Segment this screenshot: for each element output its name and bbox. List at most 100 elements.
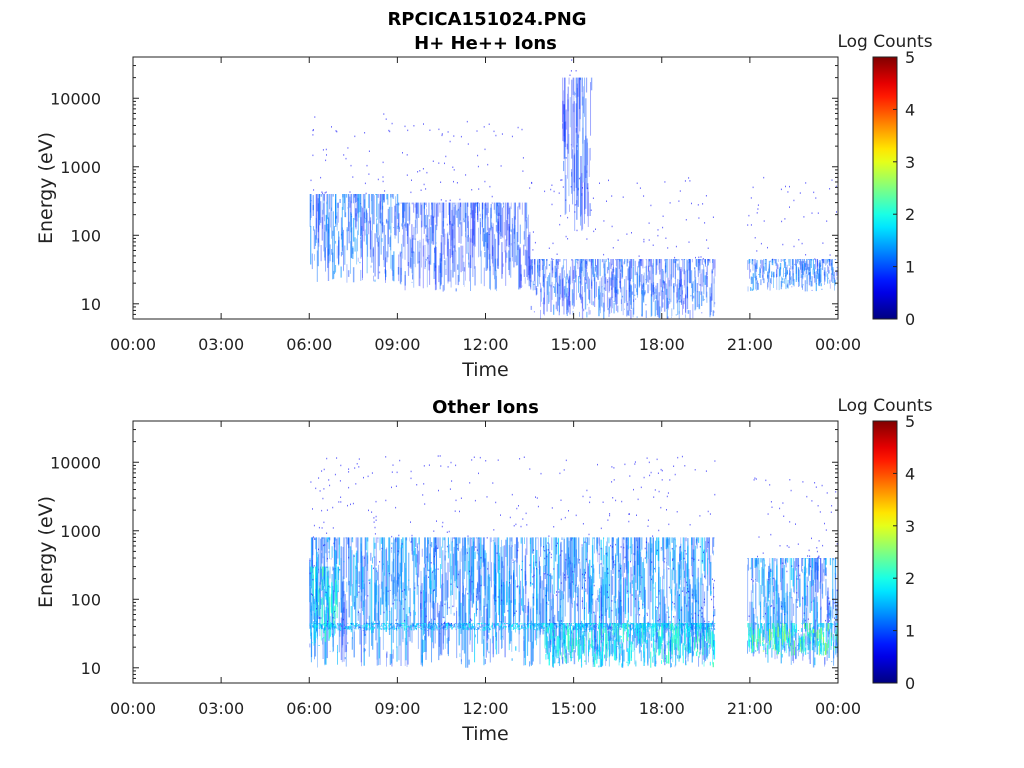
data-cell	[698, 259, 700, 271]
data-cell	[790, 266, 792, 270]
data-cell	[792, 259, 794, 276]
data-cell	[609, 298, 611, 314]
data-cell	[536, 537, 538, 539]
data-cell	[389, 130, 391, 133]
data-cell	[436, 520, 437, 522]
data-cell	[532, 608, 534, 662]
data-cell	[612, 556, 614, 574]
data-cell	[382, 161, 384, 164]
data-cell	[655, 624, 657, 632]
data-cell	[595, 639, 597, 642]
data-cell	[605, 644, 607, 650]
data-cell	[588, 306, 590, 315]
data-cell	[580, 263, 581, 273]
data-cell	[468, 659, 470, 665]
data-cell	[513, 202, 515, 239]
data-cell	[638, 607, 640, 610]
data-cell	[602, 631, 604, 647]
data-cell	[668, 301, 670, 305]
data-cell	[399, 624, 400, 628]
data-cell	[327, 566, 329, 588]
data-cell	[600, 527, 602, 530]
data-cell	[452, 250, 454, 278]
data-cell	[473, 541, 475, 590]
data-cell	[575, 270, 577, 278]
data-cell	[357, 624, 358, 627]
data-cell	[319, 588, 321, 625]
data-cell	[353, 625, 355, 627]
data-cell	[427, 624, 429, 628]
data-cell	[704, 598, 705, 601]
data-cell	[478, 472, 479, 475]
data-cell	[530, 623, 532, 625]
data-cell	[322, 566, 324, 591]
data-cell	[485, 202, 487, 216]
data-cell	[493, 623, 494, 626]
data-cell	[328, 479, 330, 481]
data-cell	[492, 247, 494, 276]
data-cell	[523, 456, 525, 458]
data-cell	[311, 559, 313, 624]
data-cell	[711, 622, 713, 625]
data-cell	[526, 217, 528, 229]
data-cell	[625, 537, 627, 543]
data-cell	[321, 537, 323, 564]
data-cell	[805, 182, 807, 184]
data-cell	[525, 627, 527, 630]
data-cell	[769, 279, 771, 291]
data-cell	[701, 269, 703, 287]
data-cell	[600, 585, 602, 622]
data-cell	[354, 625, 356, 628]
data-cell	[333, 226, 336, 275]
data-cell	[588, 533, 590, 536]
data-cell	[354, 237, 356, 252]
data-cell	[358, 571, 360, 584]
data-cell	[624, 623, 626, 629]
data-cell	[608, 259, 610, 271]
data-cell	[707, 265, 708, 276]
data-cell	[557, 611, 560, 622]
data-cell	[376, 223, 378, 243]
data-cell	[576, 586, 579, 598]
data-cell	[455, 623, 457, 624]
data-cell	[712, 216, 714, 218]
data-cell	[325, 591, 327, 594]
data-cell	[460, 135, 462, 138]
data-cell	[549, 623, 551, 625]
data-cell	[403, 537, 404, 563]
data-cell	[603, 253, 605, 256]
data-cell	[488, 574, 490, 633]
data-cell	[811, 276, 813, 287]
data-cell	[357, 610, 359, 621]
data-cell	[599, 259, 601, 277]
data-cell	[410, 477, 412, 480]
data-cell	[484, 623, 486, 626]
data-cell	[419, 242, 421, 249]
data-cell	[760, 279, 762, 286]
data-cell	[536, 550, 538, 610]
data-cell	[654, 623, 656, 636]
data-cell	[765, 259, 767, 260]
data-cell	[631, 573, 633, 577]
data-cell	[362, 600, 364, 615]
data-cell	[674, 537, 676, 541]
data-cell	[671, 589, 672, 643]
data-cell	[565, 175, 567, 214]
data-cell	[443, 537, 445, 541]
data-cell	[612, 635, 614, 653]
data-cell	[495, 624, 496, 628]
data-cell	[464, 625, 466, 629]
data-cell	[551, 575, 553, 580]
data-cell	[438, 613, 440, 661]
data-cell	[782, 243, 784, 246]
data-cell	[547, 628, 549, 634]
data-cell	[689, 180, 691, 182]
data-cell	[479, 626, 480, 628]
data-cell	[516, 507, 518, 510]
data-cell	[638, 275, 640, 288]
data-cell	[655, 660, 657, 664]
data-cell	[491, 562, 492, 588]
data-cell	[429, 627, 431, 630]
data-cell	[658, 624, 659, 627]
